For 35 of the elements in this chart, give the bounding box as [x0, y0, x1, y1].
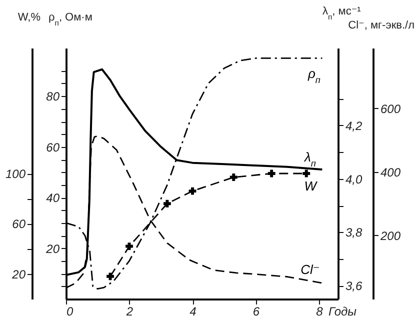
y2-tick-label: 3,8 [346, 226, 363, 240]
point [268, 170, 276, 178]
x-tick-label: 8 [316, 304, 324, 318]
series-label: λ$_{п}$ [303, 149, 316, 168]
x-axis-title: Годы [328, 304, 357, 318]
y-tick-label: 60 [12, 217, 26, 232]
y-tick-label: 20 [11, 267, 26, 282]
y-axis-title: W,% [18, 12, 41, 24]
x-tick-label: 0 [66, 304, 74, 318]
point [230, 174, 238, 181]
point [106, 272, 114, 280]
y2-tick-label: 600 [380, 102, 401, 116]
y2-tick-label: 400 [380, 165, 401, 180]
y2-tick-label: 3,6 [346, 279, 363, 294]
y-tick-label: 20 [45, 242, 60, 256]
y-tick-label: 40 [46, 191, 60, 206]
y-tick-label: 60 [46, 140, 60, 154]
point [164, 200, 171, 208]
y2-tick-label: 200 [380, 228, 401, 243]
series-label: ρ$_{п}$ [306, 66, 320, 86]
x-tick-label: 2 [125, 304, 134, 318]
y2-tick-label: 4,0 [346, 172, 363, 186]
y-tick-label: 80 [46, 90, 60, 104]
point [188, 187, 196, 195]
point [126, 242, 133, 250]
point [302, 170, 310, 178]
x-tick-label: 6 [252, 304, 260, 318]
series-label: W [304, 178, 318, 194]
x-tick-label: 4 [190, 304, 197, 318]
y2-axis-title: λ$_{п}$, мс⁻¹ [322, 6, 362, 21]
y-axis-title: ρ$_{п}$, Ом·м [48, 12, 92, 27]
y-tick-label: 100 [5, 167, 26, 181]
y2-axis-title: Cl⁻, мг-экв./л [348, 20, 414, 32]
series-label: Cl⁻ [300, 262, 320, 278]
y2-tick-label: 4,2 [346, 118, 363, 133]
